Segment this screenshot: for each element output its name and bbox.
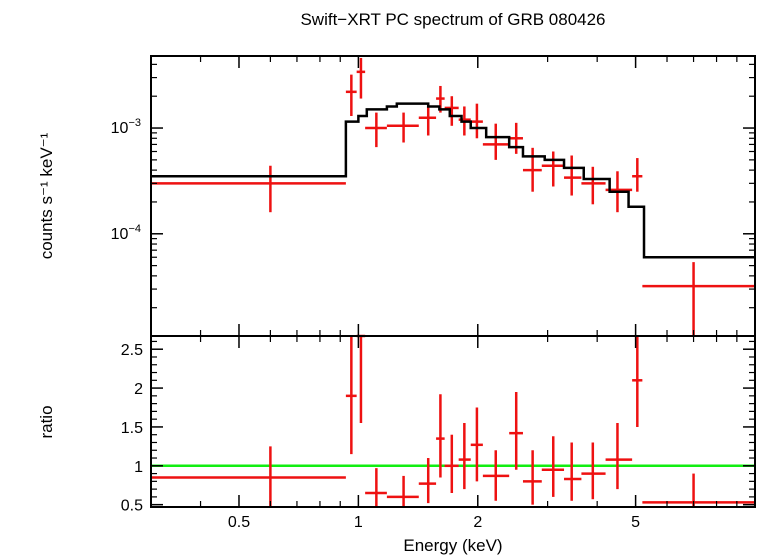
spectrum-data-point (470, 103, 483, 139)
ratio-y-tick-label: 2.5 (121, 342, 143, 359)
x-tick-label: 0.5 (228, 514, 250, 531)
model-step-line (151, 102, 755, 259)
spectrum-data-point (509, 122, 523, 154)
spectrum-y-axis-label: counts s⁻¹ keV⁻¹ (37, 132, 56, 259)
spectrum-data-point (418, 106, 437, 136)
x-tick-label: 2 (473, 514, 482, 531)
ratio-data-point (436, 394, 445, 478)
ratio-data-point (632, 336, 643, 427)
ratio-data-point (642, 473, 755, 507)
spectrum-data-point (386, 112, 419, 143)
ratio-data-point (151, 446, 346, 507)
ratio-data-point (444, 434, 459, 494)
x-tick-label: 5 (631, 514, 640, 531)
ratio-y-axis-label: ratio (37, 405, 56, 438)
ratio-y-tick-label: 0.5 (121, 498, 143, 515)
spectrum-data-point (444, 96, 459, 126)
spectrum-data-point (356, 57, 366, 99)
ratio-data-point (386, 475, 419, 507)
axes-layer: 10−4 10−3 0.5 1 1.5 2 2.5 0.5 1 2 5 (111, 56, 755, 531)
spectrum-data-point (365, 112, 387, 148)
ratio-data-point (581, 442, 606, 500)
spectrum-data-layer (151, 57, 755, 336)
ratio-data-point (365, 468, 387, 507)
ratio-data-point (418, 458, 437, 504)
spectrum-data-point (482, 123, 510, 160)
ratio-data-layer (151, 334, 755, 507)
ratio-data-point (458, 423, 471, 490)
x-axis-label: Energy (keV) (403, 536, 502, 555)
ratio-panel-frame (150, 335, 756, 508)
ratio-data-point (605, 423, 633, 490)
spectrum-data-point (642, 262, 755, 336)
spectrum-data-point (541, 151, 565, 187)
spectrum-data-point (564, 155, 582, 196)
spectrum-y-tick-label: 10−3 (111, 117, 141, 137)
ratio-y-tick-label: 1.5 (121, 420, 143, 437)
ratio-data-point (509, 391, 523, 470)
ratio-data-point (541, 436, 565, 497)
chart-title: Swift−XRT PC spectrum of GRB 080426 (300, 10, 605, 29)
spectrum-y-tick-label: 10−4 (111, 223, 141, 243)
ratio-data-point (564, 442, 582, 501)
ratio-y-tick-label: 2 (134, 381, 143, 398)
ratio-data-point (522, 450, 542, 505)
ratio-data-point (345, 336, 357, 455)
spectrum-data-point (522, 147, 542, 192)
spectrum-data-point (151, 165, 346, 213)
spectrum-model-layer (151, 102, 755, 259)
ratio-data-point (482, 450, 510, 501)
x-tick-label: 1 (354, 514, 363, 531)
spectrum-data-point (632, 158, 643, 192)
ratio-data-point (356, 334, 366, 424)
spectrum-data-point (581, 166, 606, 205)
spectrum-data-point (345, 74, 357, 116)
ratio-y-tick-label: 1 (134, 459, 143, 476)
ratio-data-point (470, 407, 483, 482)
